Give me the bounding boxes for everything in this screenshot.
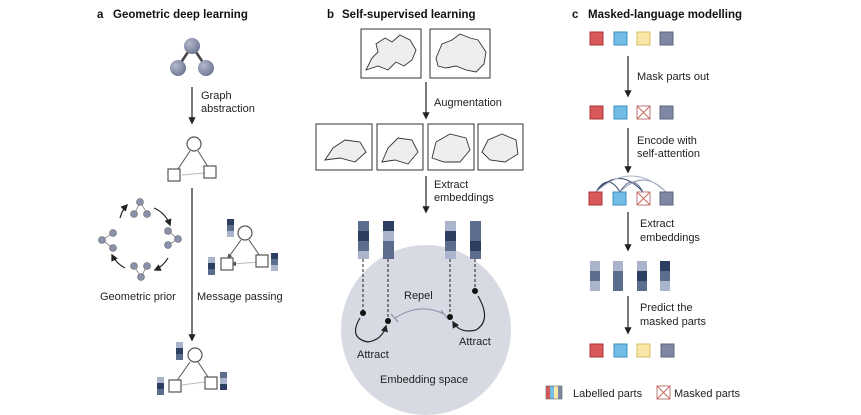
self-attention-label: self-attention [637,148,700,160]
attract-right-arrow [452,295,486,332]
graph-abstraction-label: Graph [201,90,232,102]
geometric-prior-label: Geometric prior [100,291,176,303]
token-row-4 [589,343,675,358]
panel-b: b Self-supervised learning Augmentation … [315,9,524,415]
molecule-graph-icon [170,38,214,76]
predict-label: Predict the [640,302,693,314]
graph-abstraction-label-2: abstraction [201,103,255,115]
augmented-images [315,123,524,171]
abstract-graph [167,136,217,182]
legend: Labelled parts Masked parts [545,385,741,400]
panel-b-letter: b [327,9,334,21]
panel-a-letter: a [97,9,104,21]
extract-label-b: Extract [434,179,468,191]
embeddings-label-c: embeddings [640,232,700,244]
token-row-2 [589,105,674,120]
repel-indicator [390,308,448,323]
embedding-space-label: Embedding space [380,374,468,386]
masked-parts-swatch [656,385,671,400]
panel-b-title: Self-supervised learning [342,9,476,21]
geometric-prior-cycle [98,198,182,281]
embedded-graph [157,342,227,395]
message-passing-label: Message passing [197,291,283,303]
embedding-vectors-b [358,221,481,324]
europe-map-image [360,28,422,79]
message-passing-graph [208,219,278,275]
embedding-space-circle [341,245,511,415]
repel-label: Repel [404,290,433,302]
panel-c-title: Masked-language modelling [588,9,742,21]
labelled-parts-label: Labelled parts [573,388,643,400]
extract-label-c: Extract [640,218,674,230]
attract-left-arrow [354,317,388,343]
attract-right-label: Attract [459,336,491,348]
token-row-3 [588,191,674,206]
embedding-vectors-c [590,261,670,291]
panel-c: c Masked-language modelling Mask parts o… [545,9,742,400]
australia-map-image [429,28,491,79]
panel-a: a Geometric deep learning Graph abstract… [97,9,283,395]
embeddings-label-b: embeddings [434,192,494,204]
masked-parts-label: Masked parts [674,388,741,400]
labelled-parts-swatch [545,385,563,400]
self-attention-arcs [595,175,667,193]
augmentation-label: Augmentation [434,97,502,109]
encode-label: Encode with [637,135,697,147]
panel-c-letter: c [572,9,579,21]
attract-left-label: Attract [357,349,389,361]
panel-a-title: Geometric deep learning [113,9,248,21]
token-row-1 [589,31,674,46]
masked-parts-step-label: masked parts [640,316,707,328]
mask-parts-label: Mask parts out [637,71,709,83]
